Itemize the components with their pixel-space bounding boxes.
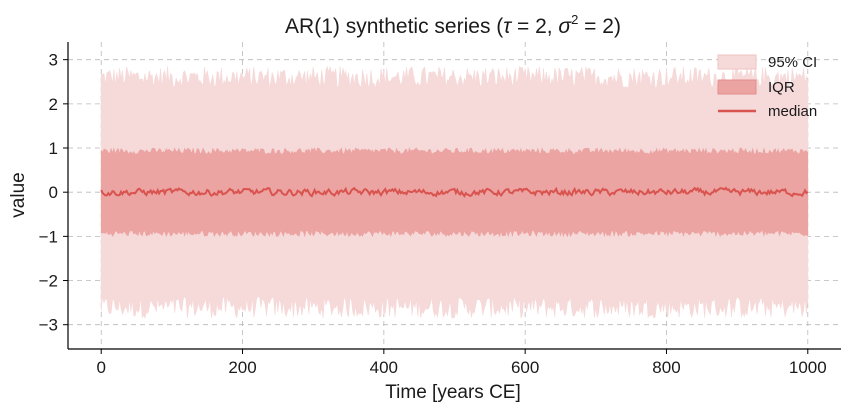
y-tick-label: −1 — [39, 227, 58, 246]
axes — [63, 42, 841, 354]
chart-title-sigma: σ — [558, 15, 572, 38]
y-tick-label: −3 — [39, 316, 58, 335]
x-tick-label: 800 — [652, 358, 680, 377]
x-tick-label: 0 — [96, 358, 105, 377]
tick-labels: 0 200 400 600 800 1000 −3 −2 −1 0 1 2 3 — [39, 51, 827, 377]
x-axis-label: Time [years CE] — [385, 382, 521, 403]
y-tick-label: 0 — [49, 183, 58, 202]
legend: 95% CI IQR median — [717, 54, 817, 120]
median-line — [100, 186, 809, 198]
chart-title-sigma-eq: = 2) — [578, 15, 621, 38]
y-axis-label: value — [8, 172, 29, 217]
x-tick-label: 1000 — [789, 358, 827, 377]
legend-label-iqr: IQR — [768, 79, 795, 96]
legend-label-median: median — [768, 103, 817, 120]
legend-swatch-ci — [717, 54, 757, 70]
bands — [100, 65, 809, 319]
y-tick-label: 2 — [49, 95, 58, 114]
chart-title-prefix: AR(1) synthetic series ( — [285, 15, 503, 38]
x-tick-label: 200 — [228, 358, 256, 377]
y-tick-label: 3 — [49, 51, 58, 70]
x-tick-label: 600 — [511, 358, 539, 377]
y-tick-label: 1 — [49, 139, 58, 158]
chart-title-tau: τ — [503, 15, 512, 38]
median-line-group — [100, 186, 809, 198]
iqr-band — [100, 147, 809, 238]
legend-swatch-iqr — [717, 79, 757, 95]
x-tick-label: 400 — [370, 358, 398, 377]
chart-title-sigma-exp: 2 — [571, 12, 578, 27]
legend-label-ci: 95% CI — [768, 54, 817, 71]
y-tick-label: −2 — [39, 272, 58, 291]
chart-title: AR(1) synthetic series (τ = 2, σ2 = 2) — [285, 12, 621, 38]
chart-title-tau-eq: = 2, — [511, 15, 558, 38]
